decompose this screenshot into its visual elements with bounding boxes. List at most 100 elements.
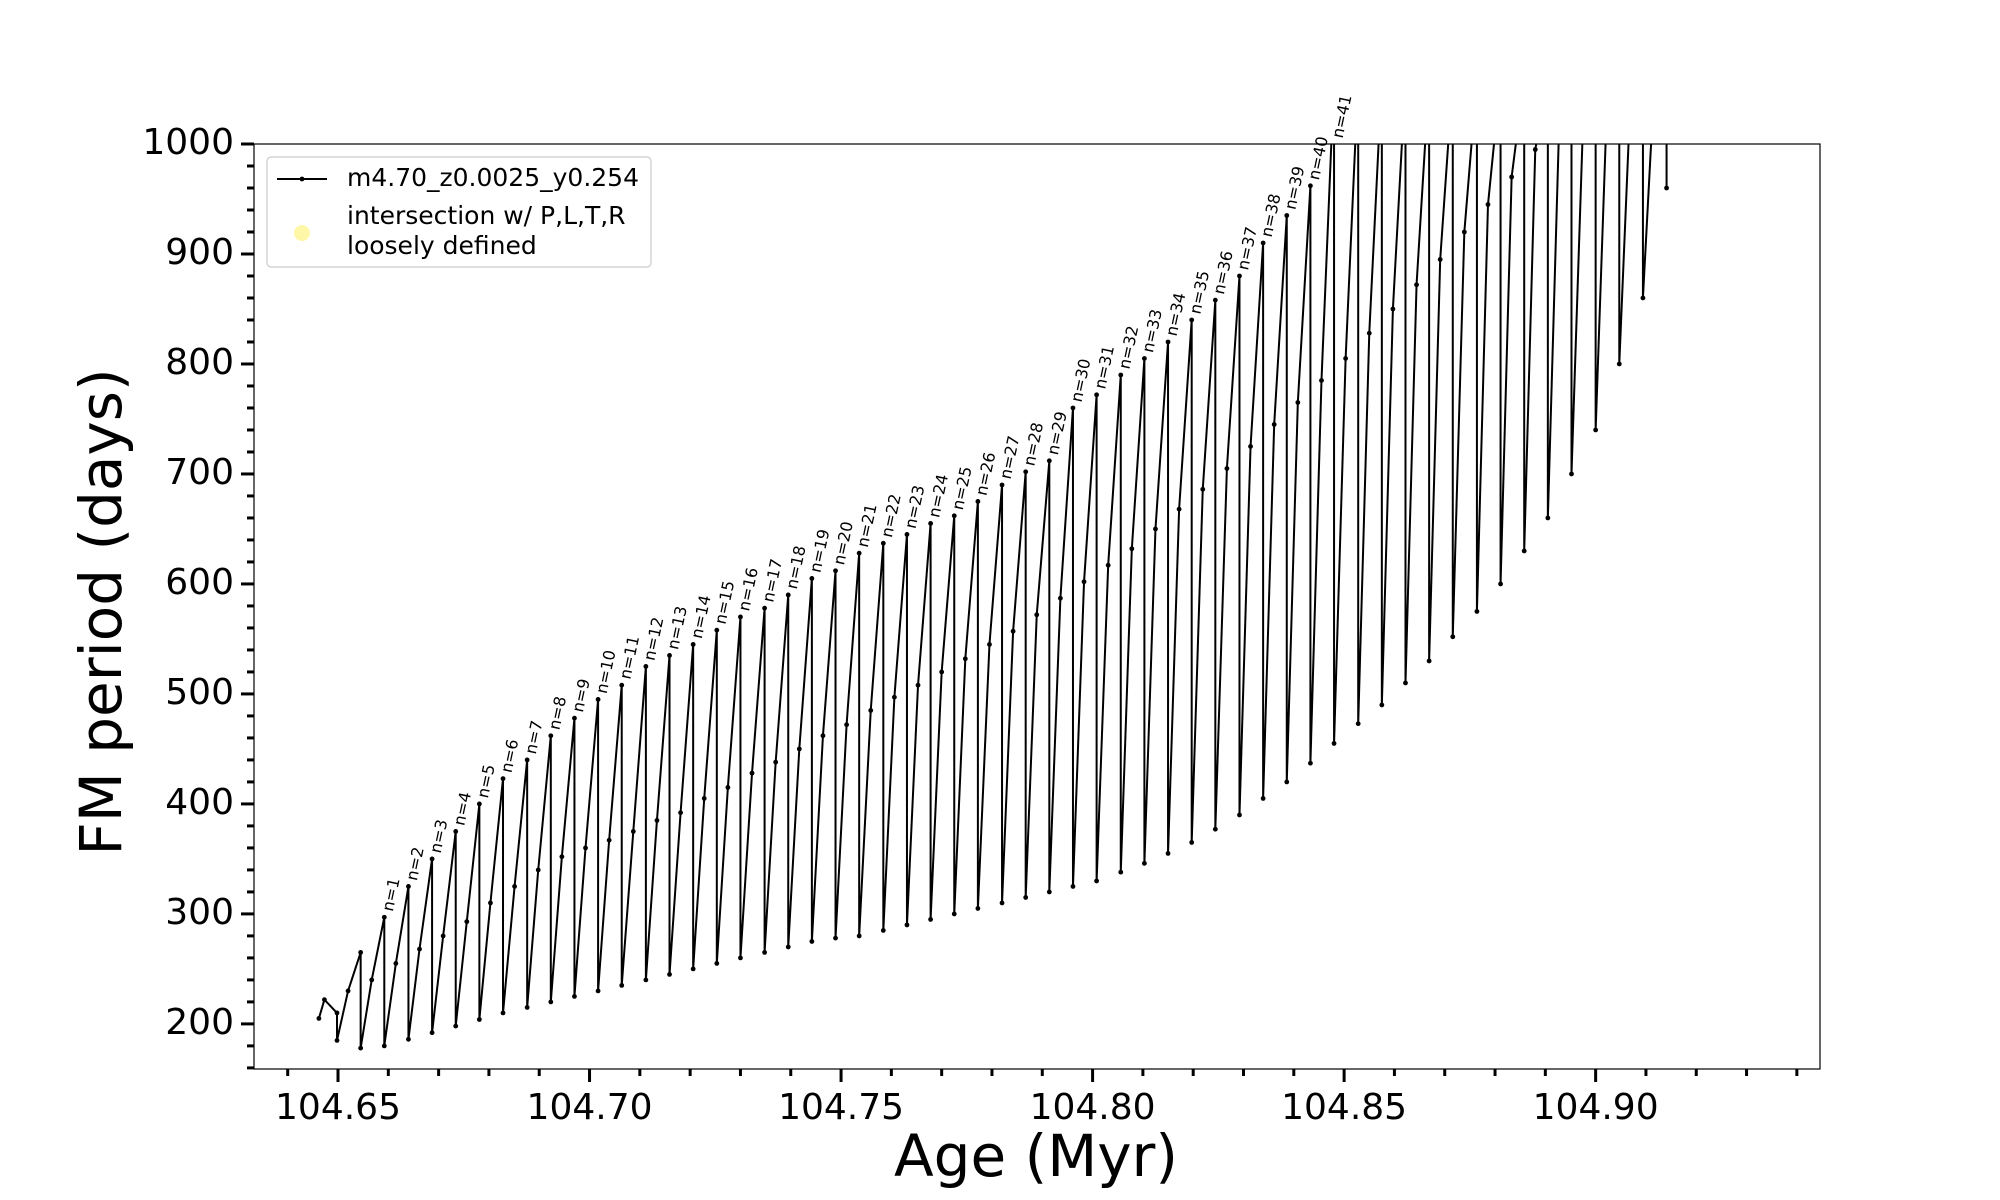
- data-point: [844, 722, 849, 728]
- data-point: [987, 642, 992, 647]
- data-point: [1331, 741, 1337, 746]
- data-point: [1165, 851, 1171, 856]
- y-tick-label: 400: [165, 782, 234, 823]
- data-point: [1390, 306, 1396, 312]
- data-point: [1616, 361, 1622, 367]
- data-point: [1176, 506, 1182, 512]
- data-point: [1509, 174, 1515, 180]
- data-point: [1118, 372, 1124, 378]
- data-point: [429, 1030, 435, 1036]
- data-point: [1628, 98, 1633, 103]
- legend-marker: [299, 176, 305, 182]
- legend: m4.70_z0.0025_y0.254 intersection w/ P,L,…: [266, 156, 652, 268]
- data-point: [1070, 884, 1076, 889]
- data-point: [809, 576, 815, 581]
- data-point: [1522, 76, 1527, 81]
- data-point: [1521, 548, 1527, 554]
- data-point: [1212, 297, 1218, 303]
- data-point: [606, 837, 612, 843]
- data-point: [856, 933, 862, 939]
- data-point: [690, 642, 696, 647]
- data-point: [1295, 400, 1301, 405]
- annotation: n=41: [1328, 93, 1356, 140]
- data-point: [1343, 356, 1349, 361]
- data-point: [856, 550, 862, 556]
- data-point: [488, 900, 493, 906]
- x-tick-label: 104.65: [275, 1087, 401, 1128]
- data-point: [630, 829, 636, 834]
- data-point: [1023, 469, 1029, 475]
- data-point: [1581, 120, 1586, 125]
- data-point: [701, 796, 707, 801]
- data-point: [1271, 422, 1277, 427]
- data-point: [559, 854, 565, 860]
- data-point: [1308, 183, 1313, 189]
- data-point: [1641, 76, 1646, 81]
- data-point: [762, 605, 767, 611]
- data-point: [667, 972, 672, 977]
- data-point: [1046, 458, 1052, 464]
- data-point: [1498, 76, 1503, 81]
- data-point: [381, 1043, 387, 1049]
- data-point: [643, 664, 649, 669]
- data-point: [1248, 444, 1253, 449]
- data-point: [1593, 427, 1599, 433]
- data-point: [820, 733, 826, 739]
- data-point: [1081, 579, 1087, 585]
- data-point: [464, 919, 470, 925]
- data-point: [548, 733, 554, 739]
- data-point: [1427, 76, 1432, 81]
- data-point: [749, 770, 755, 776]
- x-tick-label: 104.85: [1281, 1087, 1407, 1128]
- data-point: [406, 1036, 411, 1042]
- data-point: [904, 922, 910, 928]
- x-tick-label: 104.70: [527, 1087, 653, 1128]
- data-point: [429, 856, 435, 862]
- x-tick-label: 104.90: [1533, 1087, 1659, 1128]
- data-point: [1142, 860, 1147, 866]
- data-point: [1461, 229, 1467, 235]
- data-point: [1450, 634, 1456, 640]
- data-point: [999, 900, 1005, 906]
- data-point: [1224, 466, 1230, 471]
- data-point: [1355, 721, 1361, 727]
- data-point: [1260, 240, 1266, 246]
- data-point: [1617, 76, 1622, 81]
- legend-label: m4.70_z0.0025_y0.254: [347, 163, 639, 192]
- data-point: [1094, 878, 1100, 884]
- data-point: [1379, 76, 1384, 81]
- data-point: [939, 669, 945, 675]
- data-point: [999, 482, 1005, 488]
- data-point: [535, 867, 541, 873]
- data-point: [1485, 202, 1491, 207]
- y-tick-label: 800: [165, 342, 234, 383]
- data-point: [1046, 889, 1052, 895]
- data-point: [358, 950, 364, 955]
- y-tick-label: 700: [165, 452, 234, 493]
- data-point: [1237, 273, 1242, 279]
- data-point: [975, 906, 981, 911]
- data-point: [583, 845, 588, 851]
- data-point: [1070, 405, 1076, 411]
- data-point: [345, 988, 351, 994]
- data-point: [500, 776, 506, 782]
- data-point: [358, 1045, 364, 1051]
- data-point: [891, 694, 897, 700]
- data-point: [1308, 760, 1313, 766]
- data-point: [1118, 869, 1124, 875]
- data-point: [1010, 628, 1016, 634]
- data-point: [1545, 76, 1550, 81]
- plot-layer: [316, 76, 1669, 1051]
- data-point: [406, 884, 411, 889]
- data-point: [1475, 76, 1480, 81]
- data-point: [1403, 76, 1408, 81]
- data-point: [476, 1017, 482, 1022]
- data-point: [316, 1016, 322, 1021]
- series-line: [317, 144, 1668, 1050]
- data-point: [714, 961, 720, 966]
- data-point: [796, 746, 802, 752]
- data-point: [678, 810, 683, 816]
- data-point: [880, 928, 886, 933]
- data-point: [1153, 526, 1158, 532]
- data-point: [595, 697, 601, 702]
